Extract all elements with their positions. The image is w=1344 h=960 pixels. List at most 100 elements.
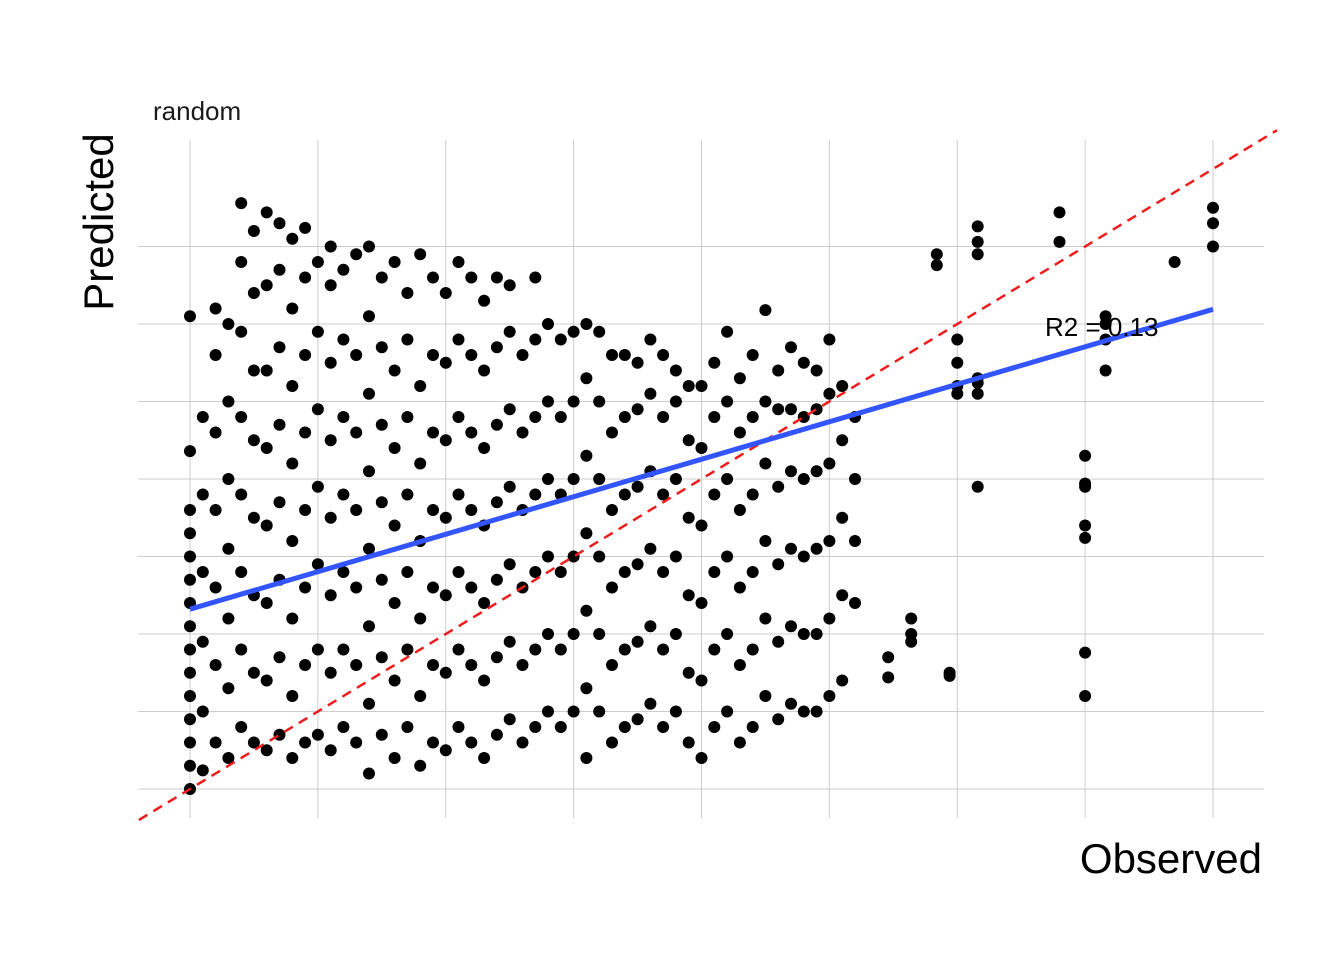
reference-lines [138, 129, 1278, 822]
data-point [1099, 310, 1112, 323]
data-point [529, 271, 542, 284]
data-point [682, 666, 695, 679]
data-point [414, 612, 427, 625]
data-point [529, 566, 542, 578]
data-point [490, 728, 503, 741]
data-point [401, 488, 414, 501]
data-point [452, 566, 465, 578]
data-point [311, 643, 324, 656]
data-point [427, 349, 439, 361]
data-point [785, 697, 797, 710]
data-point [657, 566, 670, 578]
data-point [516, 426, 529, 439]
data-point [273, 217, 286, 230]
data-point [388, 519, 401, 532]
data-point [286, 380, 299, 392]
data-point [631, 558, 644, 571]
data-point [401, 643, 414, 656]
data-point [785, 620, 797, 633]
data-point [324, 240, 337, 253]
data-point [375, 496, 388, 509]
data-point [580, 449, 593, 462]
data-point [503, 558, 516, 571]
data-point [849, 535, 861, 547]
data-point [324, 356, 337, 369]
data-point [759, 612, 772, 625]
data-point [465, 736, 478, 749]
data-point [427, 504, 439, 516]
data-point [427, 581, 439, 594]
data-point [593, 705, 606, 718]
data-point [273, 496, 286, 509]
data-point [644, 333, 657, 346]
data-point [286, 535, 299, 547]
data-point [184, 550, 196, 563]
data-point [708, 356, 721, 369]
data-point [618, 566, 631, 578]
data-point [606, 504, 618, 516]
data-point [427, 271, 439, 284]
data-point [465, 271, 478, 284]
data-point [905, 612, 918, 625]
data-point [286, 457, 299, 470]
data-point [682, 511, 695, 524]
data-point [669, 628, 682, 640]
data-point [657, 721, 670, 733]
data-point [490, 651, 503, 664]
data-point [631, 480, 644, 493]
data-point [733, 372, 746, 385]
data-point [618, 488, 631, 501]
data-point [759, 457, 772, 470]
data-point [184, 620, 196, 633]
data-point [375, 418, 388, 431]
data-point [567, 473, 580, 485]
data-point [311, 728, 324, 741]
data-point [695, 674, 708, 687]
data-point [759, 535, 772, 547]
data-point [554, 566, 567, 578]
data-point [311, 480, 324, 493]
data-point [260, 442, 273, 454]
data-point [810, 465, 823, 478]
data-point [222, 318, 235, 330]
data-point [337, 643, 350, 656]
data-point [247, 434, 260, 447]
data-point [1207, 201, 1219, 214]
data-point [721, 395, 734, 408]
data-point [414, 457, 427, 470]
data-point [452, 333, 465, 346]
data-point [542, 318, 554, 330]
data-point [836, 434, 849, 447]
data-point [363, 697, 375, 710]
data-point [350, 581, 363, 594]
data-point [350, 426, 363, 439]
data-point [184, 643, 196, 656]
data-point [184, 666, 196, 679]
data-point [184, 573, 196, 586]
data-point [797, 550, 810, 563]
data-point [439, 666, 452, 679]
data-point [350, 659, 363, 671]
data-point [682, 589, 695, 602]
data-point [184, 445, 196, 458]
data-point [567, 550, 580, 563]
data-point [580, 372, 593, 385]
data-point [196, 635, 209, 648]
data-point [235, 411, 248, 423]
data-point [810, 364, 823, 377]
data-point [529, 721, 542, 733]
data-point [273, 263, 286, 276]
data-point [260, 597, 273, 609]
data-point [657, 488, 670, 501]
data-point [260, 744, 273, 757]
data-point [324, 589, 337, 602]
data-point [708, 411, 721, 423]
data-point [542, 705, 554, 718]
data-point [375, 341, 388, 354]
data-point [414, 759, 427, 772]
data-point [554, 643, 567, 656]
data-point [580, 318, 593, 330]
data-point [478, 752, 491, 764]
regression-fit-line [189, 306, 1214, 612]
data-point [905, 635, 918, 648]
